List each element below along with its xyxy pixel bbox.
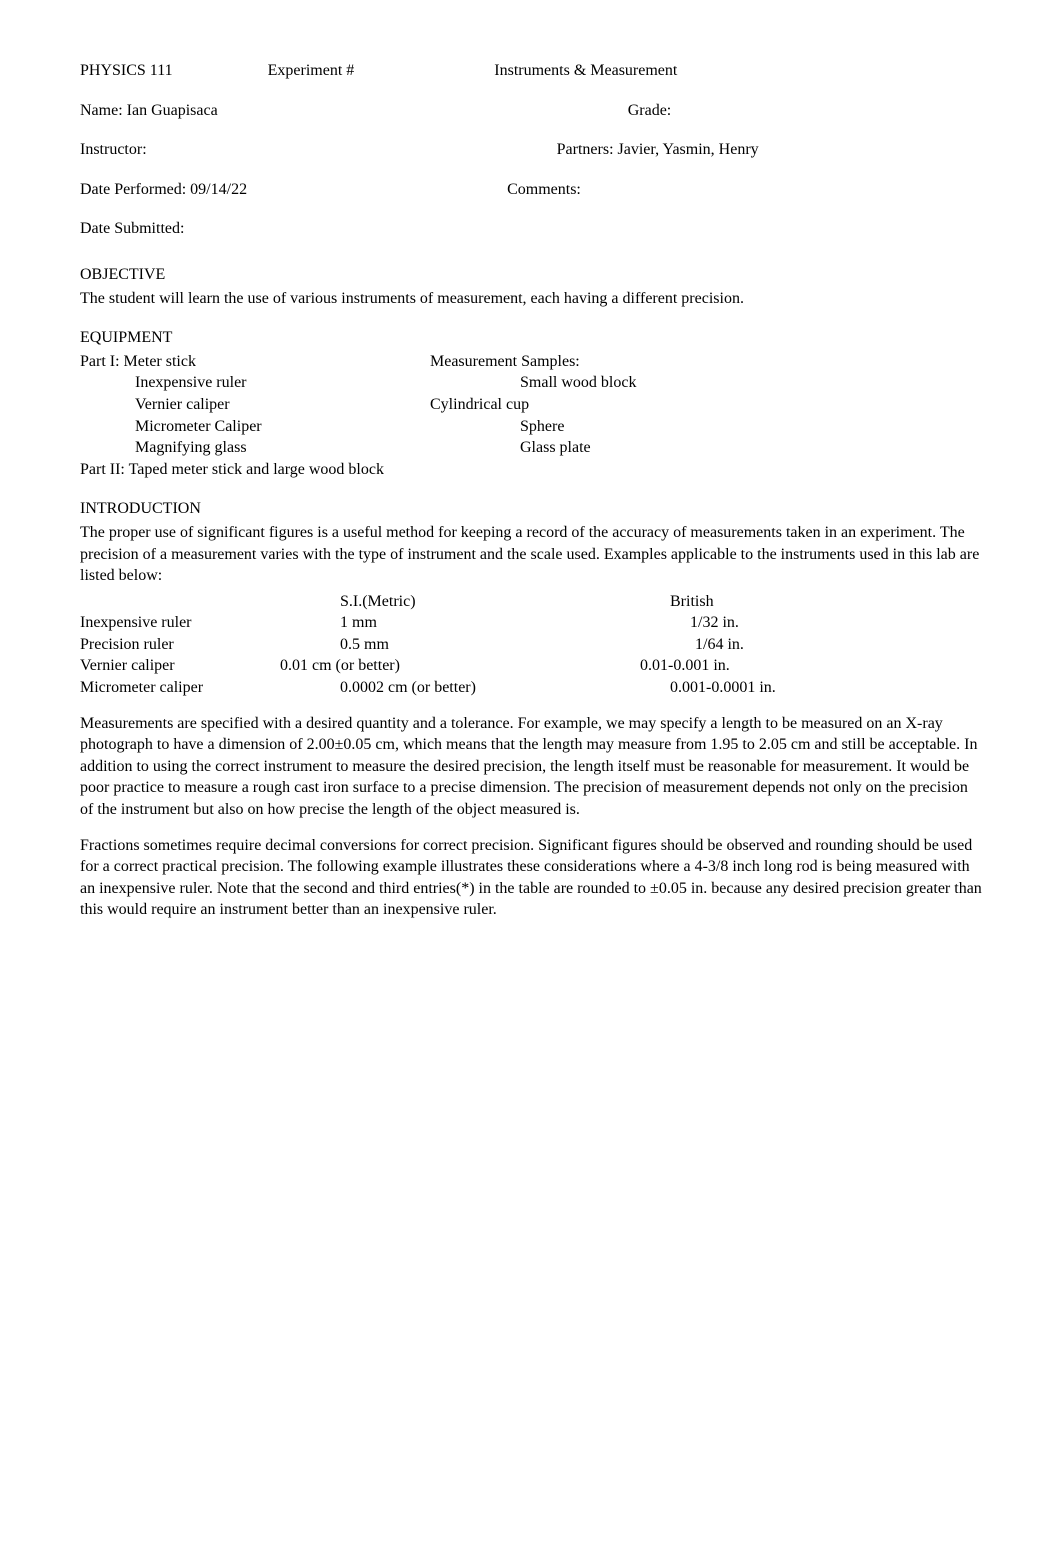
equipment-row: Micrometer Caliper Sphere bbox=[80, 416, 982, 438]
equipment-row: Vernier caliper Cylindrical cup bbox=[80, 394, 982, 416]
header-line-3: Instructor: Partners: Javier, Yasmin, He… bbox=[80, 139, 982, 161]
equip-item: Micrometer Caliper bbox=[80, 416, 430, 438]
precision-header-blank bbox=[80, 591, 280, 613]
precision-header-row: S.I.(Metric) British bbox=[80, 591, 982, 613]
paragraph-measurements: Measurements are specified with a desire… bbox=[80, 713, 982, 821]
precision-name: Precision ruler bbox=[80, 634, 280, 656]
experiment-title: Instruments & Measurement bbox=[494, 60, 677, 82]
part1-label: Part I: Meter stick bbox=[80, 351, 430, 373]
precision-british: 1/64 in. bbox=[540, 634, 800, 656]
paragraph-fractions: Fractions sometimes require decimal conv… bbox=[80, 835, 982, 921]
precision-name: Micrometer caliper bbox=[80, 677, 280, 699]
objective-heading: OBJECTIVE bbox=[80, 264, 982, 286]
header-line-5: Date Submitted: bbox=[80, 218, 982, 240]
precision-british: 0.001-0.0001 in. bbox=[540, 677, 800, 699]
equip-item: Vernier caliper bbox=[80, 394, 430, 416]
sample-item: Glass plate bbox=[430, 437, 982, 459]
equipment-heading: EQUIPMENT bbox=[80, 327, 982, 349]
objective-text: The student will learn the use of variou… bbox=[80, 288, 982, 310]
introduction-text: The proper use of significant figures is… bbox=[80, 522, 982, 587]
introduction-heading: INTRODUCTION bbox=[80, 498, 982, 520]
course-code: PHYSICS 111 bbox=[80, 60, 173, 82]
equip-item: Inexpensive ruler bbox=[80, 372, 430, 394]
equipment-row: Magnifying glass Glass plate bbox=[80, 437, 982, 459]
equipment-row: Part I: Meter stick Measurement Samples: bbox=[80, 351, 982, 373]
precision-british: 1/32 in. bbox=[540, 612, 800, 634]
precision-row: Vernier caliper 0.01 cm (or better) 0.01… bbox=[80, 655, 982, 677]
part2-label: Part II: Taped meter stick and large woo… bbox=[80, 459, 982, 481]
comments-label: Comments: bbox=[507, 179, 581, 201]
precision-row: Micrometer caliper 0.0002 cm (or better)… bbox=[80, 677, 982, 699]
precision-metric: 0.0002 cm (or better) bbox=[280, 677, 540, 699]
date-submitted: Date Submitted: bbox=[80, 220, 184, 237]
equip-item: Magnifying glass bbox=[80, 437, 430, 459]
precision-metric: 1 mm bbox=[280, 612, 540, 634]
sample-item: Small wood block bbox=[430, 372, 982, 394]
header-line-4: Date Performed: 09/14/22 Comments: bbox=[80, 179, 982, 201]
partners-label: Partners: Javier, Yasmin, Henry bbox=[557, 139, 759, 161]
precision-metric: 0.01 cm (or better) bbox=[280, 655, 540, 677]
precision-header-metric: S.I.(Metric) bbox=[280, 591, 540, 613]
samples-label: Measurement Samples: bbox=[430, 351, 982, 373]
sample-item: Sphere bbox=[430, 416, 982, 438]
precision-header-british: British bbox=[540, 591, 800, 613]
precision-metric: 0.5 mm bbox=[280, 634, 540, 656]
experiment-label: Experiment # bbox=[268, 60, 355, 82]
sample-item: Cylindrical cup bbox=[430, 394, 982, 416]
precision-name: Vernier caliper bbox=[80, 655, 280, 677]
grade-label: Grade: bbox=[628, 100, 672, 122]
precision-british: 0.01-0.001 in. bbox=[540, 655, 800, 677]
header-line-1: PHYSICS 111 Experiment # Instruments & M… bbox=[80, 60, 982, 82]
precision-row: Inexpensive ruler 1 mm 1/32 in. bbox=[80, 612, 982, 634]
date-performed: Date Performed: 09/14/22 bbox=[80, 179, 247, 201]
equipment-row: Inexpensive ruler Small wood block bbox=[80, 372, 982, 394]
header-line-2: Name: Ian Guapisaca Grade: bbox=[80, 100, 982, 122]
precision-name: Inexpensive ruler bbox=[80, 612, 280, 634]
instructor-label: Instructor: bbox=[80, 139, 147, 161]
student-name: Name: Ian Guapisaca bbox=[80, 100, 218, 122]
precision-row: Precision ruler 0.5 mm 1/64 in. bbox=[80, 634, 982, 656]
